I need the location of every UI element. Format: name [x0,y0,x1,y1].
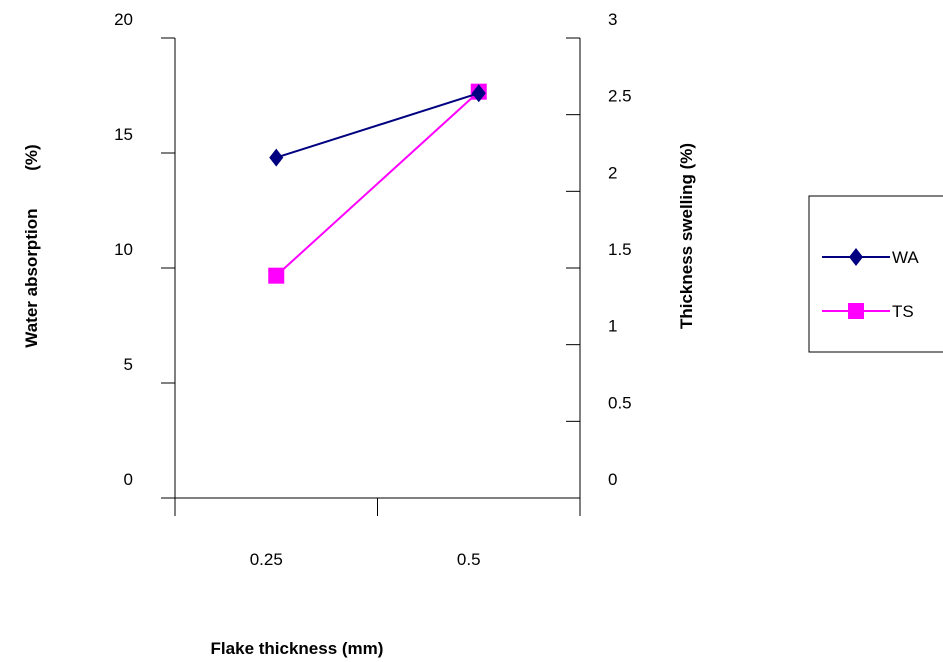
data-point-wa [269,148,284,167]
ticks: 0 5 10 15 20 0 0.5 1 1.5 2 2.5 3 0.25 0.5 [114,10,632,569]
x-tick-label: 0.25 [250,550,283,569]
x-tick-label: 0.5 [457,550,481,569]
y2-tick-label: 3 [608,10,617,29]
data-point-ts [268,267,285,284]
axes [174,38,581,499]
legend: WA TS [808,195,943,353]
x-axis-title: Flake thickness (mm) [211,639,384,658]
y-tick-label: 0 [124,470,133,489]
y-axis-title: Water absorption (%) [22,144,41,347]
series-line-wa [275,92,480,159]
y2-axis-title: Thickness swelling (%) [677,143,696,329]
y2-tick-label: 1.5 [608,240,632,259]
y2-tick-label: 2.5 [608,87,632,106]
y-tick-label: 5 [124,355,133,374]
legend-label-wa: WA [892,248,919,267]
y-tick-label: 20 [114,10,133,29]
y-tick-label: 10 [114,240,133,259]
y2-tick-label: 2 [608,163,617,182]
y-tick-label: 15 [114,125,133,144]
data-point-wa [471,84,486,103]
series-line-ts [275,90,480,277]
legend-marker-ts [848,303,864,319]
y2-tick-label: 0.5 [608,393,632,412]
legend-label-ts: TS [892,302,914,321]
series-layer [268,83,487,284]
legend-marker-wa [849,248,863,266]
y2-tick-label: 0 [608,470,617,489]
legend-box [808,195,943,353]
y2-tick-label: 1 [608,317,617,336]
